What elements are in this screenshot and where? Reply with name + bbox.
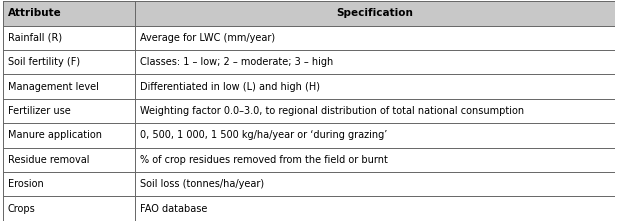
Bar	[3, 123, 615, 148]
Bar	[3, 99, 615, 123]
Bar	[3, 1, 615, 26]
Text: Management level: Management level	[8, 81, 99, 92]
Text: Fertilizer use: Fertilizer use	[8, 106, 70, 116]
Text: Crops: Crops	[8, 204, 36, 214]
Text: 0, 500, 1 000, 1 500 kg/ha/year or ‘during grazing’: 0, 500, 1 000, 1 500 kg/ha/year or ‘duri…	[140, 130, 387, 141]
Bar	[3, 196, 615, 221]
Text: Differentiated in low (L) and high (H): Differentiated in low (L) and high (H)	[140, 81, 320, 92]
Text: Weighting factor 0.0–3.0, to regional distribution of total national consumption: Weighting factor 0.0–3.0, to regional di…	[140, 106, 523, 116]
Text: % of crop residues removed from the field or burnt: % of crop residues removed from the fiel…	[140, 155, 387, 165]
Bar	[3, 74, 615, 99]
Text: Average for LWC (mm/year): Average for LWC (mm/year)	[140, 33, 274, 43]
Text: Residue removal: Residue removal	[8, 155, 90, 165]
Bar	[3, 172, 615, 196]
Text: FAO database: FAO database	[140, 204, 207, 214]
Text: Rainfall (R): Rainfall (R)	[8, 33, 62, 43]
Text: Erosion: Erosion	[8, 179, 44, 189]
Text: Specification: Specification	[336, 8, 413, 18]
Bar	[3, 50, 615, 74]
Bar	[3, 26, 615, 50]
Bar	[3, 148, 615, 172]
Text: Soil loss (tonnes/ha/year): Soil loss (tonnes/ha/year)	[140, 179, 264, 189]
Text: Classes: 1 – low; 2 – moderate; 3 – high: Classes: 1 – low; 2 – moderate; 3 – high	[140, 57, 332, 67]
Text: Attribute: Attribute	[8, 8, 62, 18]
Text: Soil fertility (F): Soil fertility (F)	[8, 57, 80, 67]
Text: Manure application: Manure application	[8, 130, 102, 141]
